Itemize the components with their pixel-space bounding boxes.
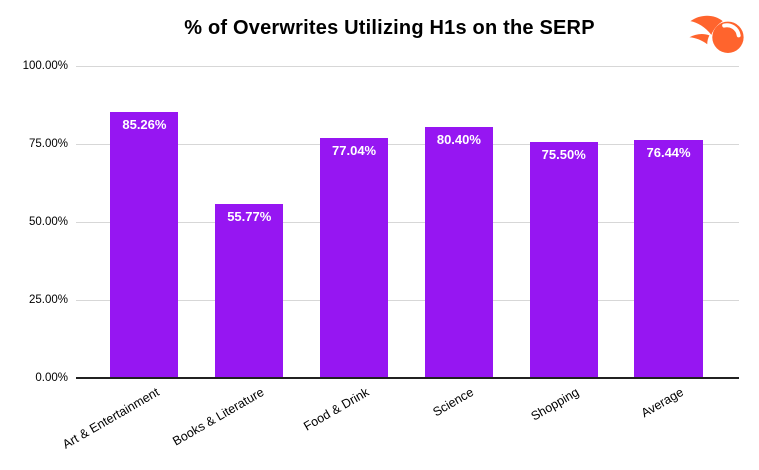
gridline (76, 222, 739, 223)
bar-value-label: 85.26% (122, 117, 167, 132)
x-tick-label: Food & Drink (301, 384, 372, 434)
bar-3: 77.04% (320, 137, 389, 378)
gridline (76, 300, 739, 301)
bar-slot: 85.26% (92, 66, 197, 378)
x-tick-label: Shopping (528, 384, 582, 424)
bar-slot: 80.40% (406, 66, 511, 378)
y-tick-label: 25.00% (28, 294, 68, 306)
y-tick-label: 0.00% (35, 372, 68, 384)
bar-slot: 76.44% (616, 66, 721, 378)
bar-2: 55.77% (215, 204, 284, 378)
plot-area: 100.00% 75.00% 50.00% 25.00% 0.00% 85.26% 55.… (23, 60, 739, 452)
x-tick-label: Average (638, 384, 687, 421)
bar-6: 76.44% (634, 139, 703, 378)
bar-value-label: 77.04% (332, 142, 377, 158)
bar-slot: 55.77% (197, 66, 302, 378)
bar-4: 80.40% (424, 127, 493, 378)
bar-value-label: 75.50% (541, 147, 586, 163)
x-tick-label: Art & Entertainment (60, 384, 162, 452)
bar-value-label: 80.40% (436, 132, 481, 148)
x-label-slot: Shopping (511, 378, 616, 440)
bar-value-label: 55.77% (227, 209, 272, 224)
gridline (76, 144, 739, 145)
x-label-slot: Books & Literature (171, 378, 302, 449)
x-label-slot: Average (616, 378, 721, 440)
bar-1: 85.26% (110, 112, 179, 378)
y-tick-label: 50.00% (28, 216, 68, 228)
x-axis-line (76, 377, 739, 379)
bar-slot: 75.50% (511, 66, 616, 378)
y-tick-label: 75.00% (28, 138, 68, 150)
gridline (76, 66, 739, 67)
x-tick-label: Science (430, 384, 477, 420)
x-axis-labels: Art & Entertainment Books & Literature Foo… (60, 378, 721, 452)
bar-5: 75.50% (529, 142, 598, 378)
bars-row: 85.26% 55.77% 77.04% 80.40% 75.50% 76.44% (92, 66, 721, 378)
semrush-comet-icon (689, 15, 744, 53)
y-tick-label: 100.00% (22, 60, 68, 72)
bar-value-label: 76.44% (646, 144, 691, 160)
semrush-logo-icon (689, 12, 746, 54)
x-label-slot: Science (406, 378, 511, 440)
bar-slot: 77.04% (302, 66, 407, 378)
x-label-slot: Food & Drink (301, 378, 407, 440)
chart-title: % of Overwrites Utilizing H1s on the SER… (184, 17, 595, 39)
